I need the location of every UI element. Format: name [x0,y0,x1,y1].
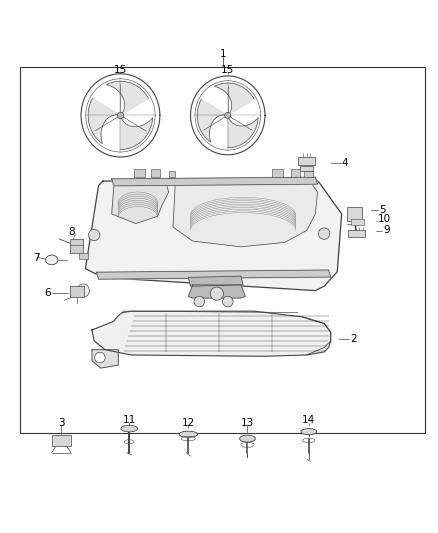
Text: 12: 12 [182,418,195,428]
Circle shape [117,112,124,118]
Bar [298,157,315,165]
Circle shape [223,296,233,307]
Polygon shape [88,98,119,144]
Text: 10: 10 [378,214,391,224]
Ellipse shape [46,255,58,265]
Text: 15: 15 [114,65,127,75]
Bar [347,207,362,221]
Text: 4: 4 [342,158,348,168]
Text: 9: 9 [383,225,390,235]
Bar [300,166,313,172]
Polygon shape [188,276,243,286]
Polygon shape [197,99,226,142]
Bar [169,171,175,177]
Circle shape [194,296,205,307]
Text: 2: 2 [350,334,357,344]
Text: 13: 13 [241,418,254,428]
Text: 1: 1 [220,49,227,59]
Circle shape [210,287,223,300]
Polygon shape [188,285,245,298]
Ellipse shape [179,431,198,437]
Ellipse shape [121,425,138,432]
Bar [151,169,160,177]
Bar [20,67,425,433]
Bar [351,219,364,225]
Polygon shape [112,177,318,186]
Text: 15: 15 [221,65,234,75]
Text: 3: 3 [58,418,65,428]
Text: 8: 8 [68,228,74,237]
Polygon shape [215,83,254,115]
Polygon shape [173,182,318,247]
Polygon shape [112,184,169,223]
Text: 7: 7 [33,253,39,263]
Circle shape [225,112,231,118]
Ellipse shape [301,429,317,435]
Ellipse shape [77,284,89,297]
Bar [272,169,283,177]
Bar [70,286,84,297]
Polygon shape [92,311,331,356]
Text: 5: 5 [379,205,385,215]
Bar [304,171,313,177]
Polygon shape [92,350,118,368]
Text: 6: 6 [44,288,50,298]
Text: 11: 11 [123,415,136,425]
Bar [348,230,365,237]
Circle shape [95,352,105,363]
Circle shape [318,228,330,239]
Bar [70,239,83,253]
Bar [134,169,145,177]
Circle shape [88,229,100,241]
Polygon shape [120,117,153,150]
Bar [291,169,300,177]
Polygon shape [106,81,148,115]
Polygon shape [228,117,258,148]
Bar [52,435,71,446]
Polygon shape [85,179,342,290]
Bar [79,253,88,260]
Text: 14: 14 [302,415,315,425]
Ellipse shape [240,435,255,442]
Polygon shape [96,270,331,279]
